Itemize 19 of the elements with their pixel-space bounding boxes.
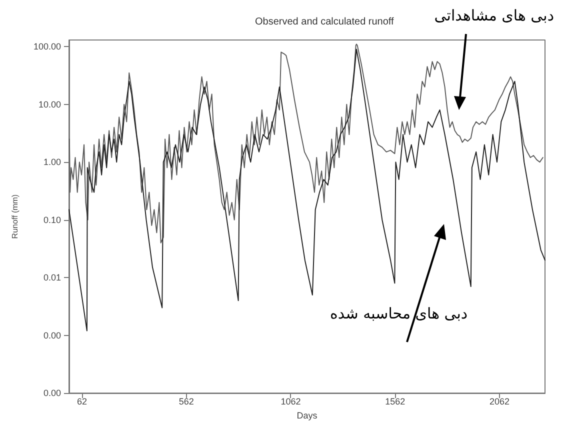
x-tick-label: 562 [178, 396, 194, 407]
y-tick-label: 0.00 [43, 330, 61, 340]
x-tick-label: 1062 [280, 396, 301, 407]
y-axis-title: Runoff (mm) [10, 194, 20, 239]
y-tick-label: 0.10 [43, 214, 61, 225]
line-series [68, 44, 544, 244]
text: دبی های مشاهداتی [434, 6, 554, 24]
x-tick-label: 2062 [489, 396, 510, 407]
line-series [68, 48, 546, 332]
y-tick-label: 0.01 [43, 272, 61, 283]
y-tick-label: 100.00 [33, 42, 61, 52]
y-tick-label: 0.00 [43, 388, 61, 398]
x-tick-label: 1562 [385, 396, 406, 407]
x-tick-label: 62 [76, 396, 87, 407]
y-tick-label: 10.00 [38, 99, 61, 110]
annotation: دبی های محاسبه شده [330, 304, 468, 322]
chart-title: Observed and calculated runoff [255, 16, 394, 28]
x-axis-title: Days [296, 410, 318, 420]
y-tick-label: 1.00 [43, 157, 61, 168]
